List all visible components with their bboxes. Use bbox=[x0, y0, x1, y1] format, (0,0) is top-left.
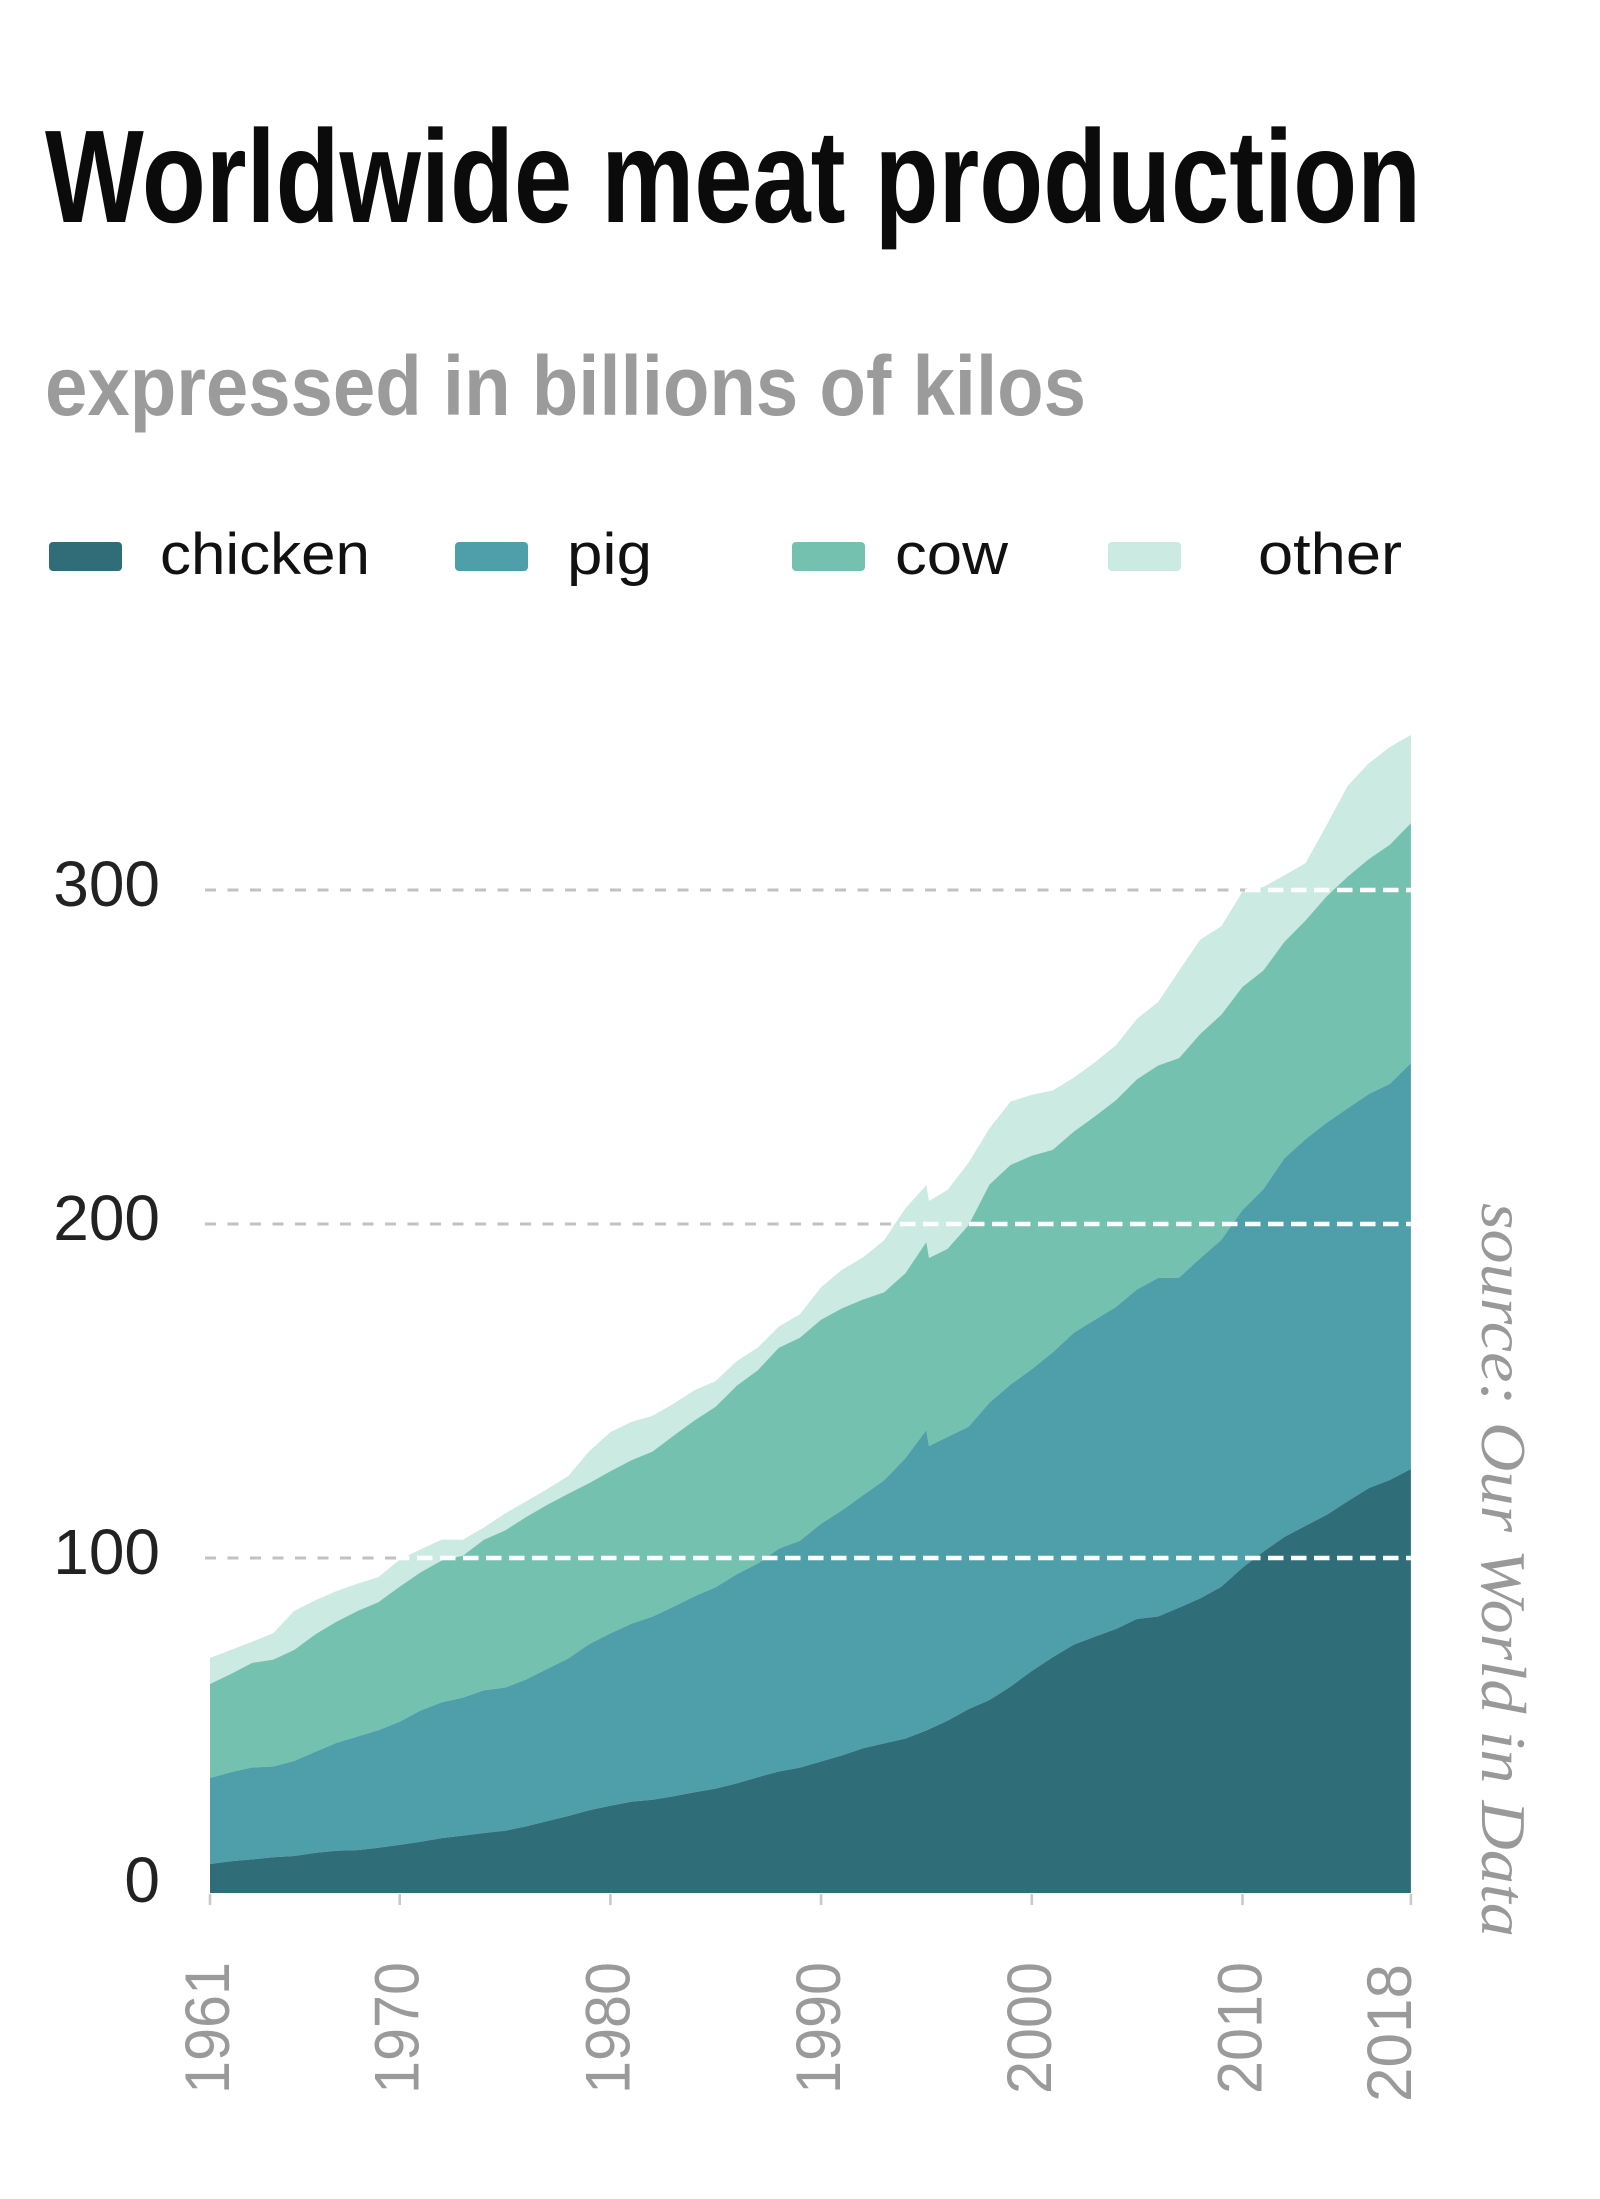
svg-text:1961: 1961 bbox=[173, 1962, 243, 2094]
svg-text:1970: 1970 bbox=[363, 1962, 433, 2094]
svg-text:chicken: chicken bbox=[160, 522, 370, 587]
svg-text:100: 100 bbox=[53, 1516, 160, 1588]
svg-text:other: other bbox=[1258, 522, 1402, 587]
svg-text:2018: 2018 bbox=[1355, 1964, 1425, 2102]
svg-text:2000: 2000 bbox=[995, 1962, 1065, 2094]
svg-text:1990: 1990 bbox=[784, 1962, 854, 2094]
svg-text:200: 200 bbox=[53, 1182, 160, 1254]
svg-text:0: 0 bbox=[124, 1844, 160, 1916]
svg-text:cow: cow bbox=[895, 522, 1009, 587]
svg-text:1980: 1980 bbox=[573, 1962, 643, 2094]
svg-text:pig: pig bbox=[567, 522, 652, 587]
svg-text:300: 300 bbox=[53, 848, 160, 920]
svg-text:2010: 2010 bbox=[1206, 1962, 1276, 2094]
svg-text:expressed in billions of kilos: expressed in billions of kilos bbox=[45, 339, 1086, 433]
svg-text:source: Our World in Data: source: Our World in Data bbox=[1468, 1203, 1539, 1937]
svg-text:Worldwide meat production: Worldwide meat production bbox=[45, 103, 1421, 250]
